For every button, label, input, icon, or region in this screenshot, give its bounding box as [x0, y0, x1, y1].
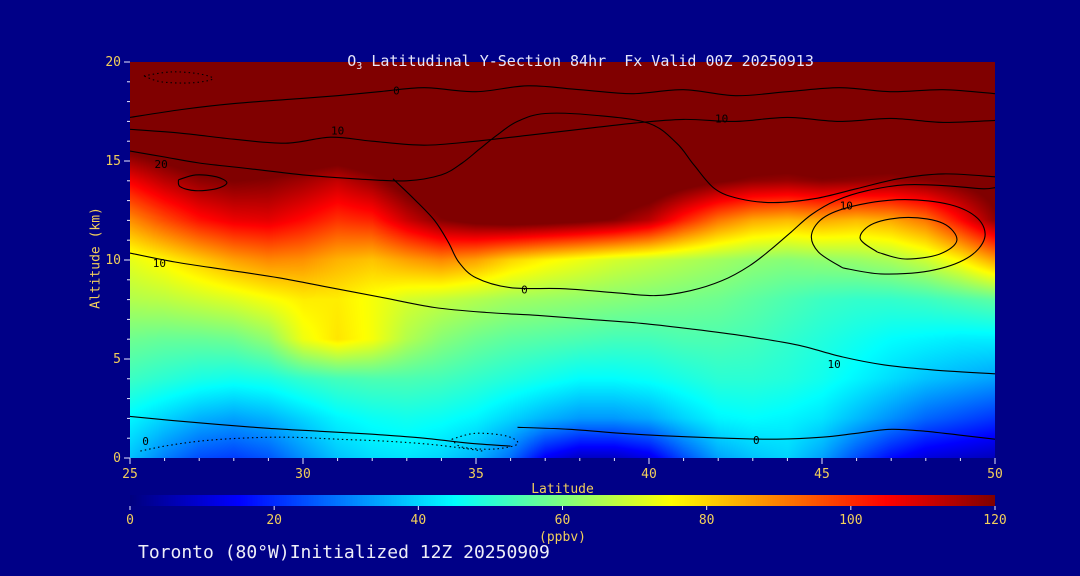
- svg-text:15: 15: [105, 154, 121, 169]
- title-species: O: [347, 52, 357, 70]
- svg-text:5: 5: [113, 352, 121, 367]
- ozone-field-canvas: [130, 62, 995, 458]
- title-species-subscript: 3: [356, 61, 363, 72]
- chart-title: O3 Latitudinal Y-Section 84hr Fx Valid 0…: [130, 34, 995, 90]
- svg-text:60: 60: [555, 513, 571, 528]
- svg-text:10: 10: [105, 253, 121, 268]
- svg-text:50: 50: [987, 467, 1003, 482]
- svg-text:0: 0: [113, 451, 121, 466]
- colorbar-units-label: (ppbv): [539, 530, 586, 545]
- svg-text:30: 30: [295, 467, 311, 482]
- svg-text:120: 120: [983, 513, 1006, 528]
- svg-text:25: 25: [122, 467, 138, 482]
- svg-text:100: 100: [839, 513, 862, 528]
- y-axis-label: Altitude (km): [88, 207, 104, 309]
- colorbar: [130, 495, 995, 506]
- svg-text:35: 35: [468, 467, 484, 482]
- svg-text:80: 80: [699, 513, 715, 528]
- svg-text:20: 20: [105, 55, 121, 70]
- initialization-text: Toronto (80°W)Initialized 12Z 20250909: [138, 542, 550, 563]
- svg-text:40: 40: [641, 467, 657, 482]
- svg-text:40: 40: [411, 513, 427, 528]
- svg-text:45: 45: [814, 467, 830, 482]
- x-axis-label: Latitude: [531, 482, 594, 497]
- svg-text:0: 0: [126, 513, 134, 528]
- title-text: Latitudinal Y-Section 84hr Fx Valid 00Z …: [362, 52, 814, 70]
- svg-text:20: 20: [266, 513, 282, 528]
